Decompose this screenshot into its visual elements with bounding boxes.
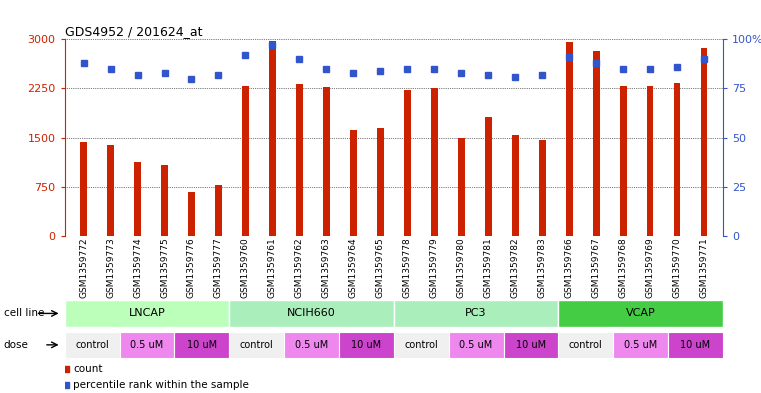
- Bar: [394, 300, 559, 327]
- Bar: [65, 300, 229, 327]
- Text: GSM1359782: GSM1359782: [511, 237, 520, 298]
- Bar: [449, 332, 504, 358]
- Bar: [284, 332, 339, 358]
- Text: LNCAP: LNCAP: [129, 309, 165, 318]
- Text: PC3: PC3: [465, 309, 487, 318]
- Text: GSM1359781: GSM1359781: [484, 237, 492, 298]
- Bar: [161, 165, 168, 236]
- Bar: [593, 51, 600, 236]
- Bar: [619, 86, 626, 236]
- Bar: [107, 145, 114, 236]
- Text: 0.5 uM: 0.5 uM: [295, 340, 328, 350]
- Bar: [323, 87, 330, 236]
- Text: GSM1359767: GSM1359767: [591, 237, 600, 298]
- Text: GSM1359772: GSM1359772: [79, 237, 88, 298]
- Text: control: control: [75, 340, 109, 350]
- Text: cell line: cell line: [4, 309, 44, 318]
- Text: control: control: [569, 340, 603, 350]
- Bar: [215, 185, 222, 236]
- Bar: [394, 332, 449, 358]
- Bar: [174, 332, 229, 358]
- Text: GSM1359779: GSM1359779: [430, 237, 439, 298]
- Text: GSM1359780: GSM1359780: [457, 237, 466, 298]
- Bar: [65, 332, 119, 358]
- Text: count: count: [73, 364, 103, 374]
- Bar: [350, 130, 357, 236]
- Bar: [559, 300, 723, 327]
- Text: GSM1359766: GSM1359766: [565, 237, 574, 298]
- Text: percentile rank within the sample: percentile rank within the sample: [73, 380, 249, 390]
- Text: GSM1359776: GSM1359776: [187, 237, 196, 298]
- Text: GSM1359765: GSM1359765: [376, 237, 385, 298]
- Text: GSM1359763: GSM1359763: [322, 237, 331, 298]
- Bar: [134, 162, 141, 236]
- Bar: [512, 135, 518, 236]
- Bar: [229, 332, 284, 358]
- Text: GSM1359760: GSM1359760: [241, 237, 250, 298]
- Text: 10 uM: 10 uM: [352, 340, 381, 350]
- Text: GDS4952 / 201624_at: GDS4952 / 201624_at: [65, 25, 202, 38]
- Bar: [431, 88, 438, 236]
- Bar: [559, 332, 613, 358]
- Text: GSM1359775: GSM1359775: [160, 237, 169, 298]
- Bar: [404, 90, 411, 236]
- Bar: [269, 40, 275, 236]
- Bar: [668, 332, 723, 358]
- Text: 0.5 uM: 0.5 uM: [460, 340, 492, 350]
- Text: GSM1359774: GSM1359774: [133, 237, 142, 298]
- Bar: [229, 300, 394, 327]
- Text: control: control: [404, 340, 438, 350]
- Text: GSM1359768: GSM1359768: [619, 237, 628, 298]
- Text: control: control: [240, 340, 273, 350]
- Text: GSM1359764: GSM1359764: [349, 237, 358, 298]
- Bar: [377, 129, 384, 236]
- Bar: [539, 140, 546, 236]
- Bar: [80, 142, 87, 236]
- Bar: [339, 332, 394, 358]
- Bar: [673, 83, 680, 236]
- Bar: [119, 332, 174, 358]
- Text: NCIH660: NCIH660: [287, 309, 336, 318]
- Text: 0.5 uM: 0.5 uM: [624, 340, 658, 350]
- Bar: [647, 86, 654, 236]
- Text: 10 uM: 10 uM: [680, 340, 711, 350]
- Bar: [458, 138, 465, 236]
- Text: GSM1359769: GSM1359769: [645, 237, 654, 298]
- Text: GSM1359783: GSM1359783: [538, 237, 546, 298]
- Bar: [296, 84, 303, 236]
- Text: 10 uM: 10 uM: [516, 340, 546, 350]
- Text: VCAP: VCAP: [626, 309, 655, 318]
- Text: GSM1359761: GSM1359761: [268, 237, 277, 298]
- Text: 0.5 uM: 0.5 uM: [130, 340, 164, 350]
- Bar: [565, 42, 572, 236]
- Bar: [701, 48, 708, 236]
- Text: GSM1359777: GSM1359777: [214, 237, 223, 298]
- Text: GSM1359770: GSM1359770: [673, 237, 682, 298]
- Bar: [485, 117, 492, 236]
- Text: 10 uM: 10 uM: [186, 340, 217, 350]
- Text: GSM1359762: GSM1359762: [295, 237, 304, 298]
- Text: GSM1359773: GSM1359773: [106, 237, 115, 298]
- Bar: [504, 332, 559, 358]
- Text: GSM1359771: GSM1359771: [699, 237, 708, 298]
- Bar: [613, 332, 668, 358]
- Bar: [188, 192, 195, 236]
- Text: dose: dose: [4, 340, 29, 350]
- Bar: [242, 86, 249, 236]
- Text: GSM1359778: GSM1359778: [403, 237, 412, 298]
